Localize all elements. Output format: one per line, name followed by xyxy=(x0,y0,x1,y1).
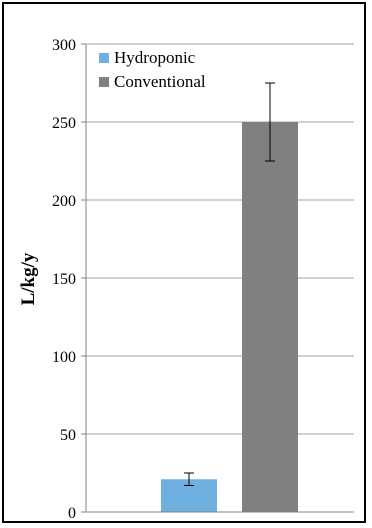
y-axis-label: L/kg/y xyxy=(18,252,39,305)
error-bars xyxy=(184,82,275,486)
bars xyxy=(161,122,298,512)
y-tick-label: 200 xyxy=(52,193,76,210)
legend: Hydroponic Conventional xyxy=(99,48,206,91)
y-tick-label: 300 xyxy=(52,37,76,54)
bar-conventional xyxy=(242,122,298,512)
y-tick-label: 100 xyxy=(52,349,76,366)
legend-label: Hydroponic xyxy=(114,48,196,67)
legend-swatch xyxy=(99,53,109,63)
y-tick-label: 150 xyxy=(52,271,76,288)
y-tick-labels: 0 50 100 150 200 250 300 xyxy=(52,37,86,522)
chart-frame: 0 50 100 150 200 250 300 L/kg/y Hydroponic Conv… xyxy=(2,2,366,523)
legend-swatch xyxy=(99,77,109,87)
bar-chart: 0 50 100 150 200 250 300 L/kg/y Hydroponic Conv… xyxy=(18,37,354,522)
gridlines xyxy=(86,43,354,435)
y-tick-label: 0 xyxy=(68,505,76,521)
y-tick-label: 50 xyxy=(60,427,76,444)
legend-label: Conventional xyxy=(114,72,206,91)
y-tick-label: 250 xyxy=(52,115,76,132)
